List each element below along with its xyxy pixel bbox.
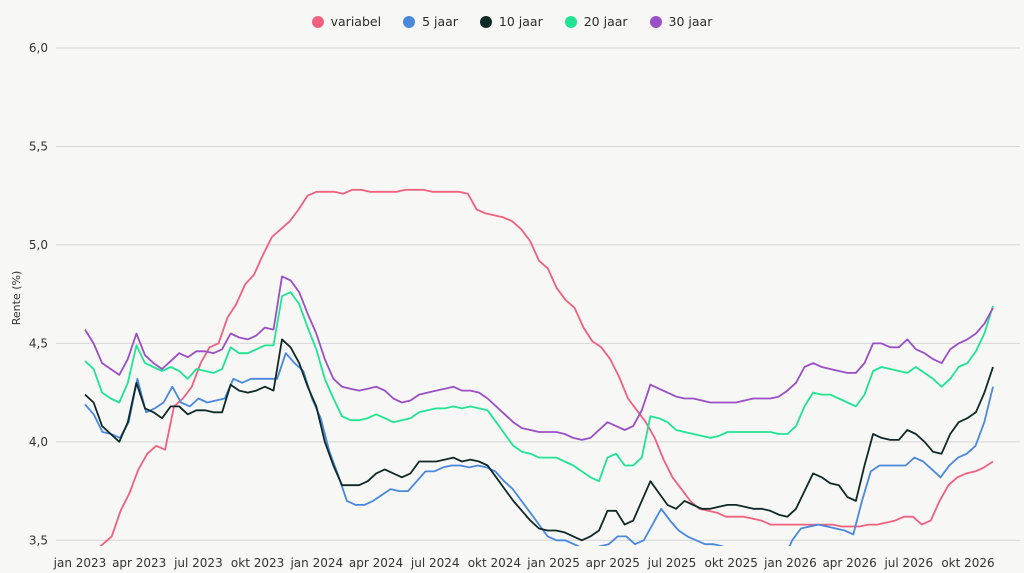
y-tick-label: 5,0 (29, 238, 48, 252)
series-line-30-jaar (84, 275, 994, 441)
legend-swatch-icon (564, 15, 577, 28)
y-tick-label: 4,5 (29, 336, 48, 350)
legend-label: 30 jaar (668, 14, 713, 29)
legend-item[interactable]: 30 jaar (649, 14, 713, 29)
x-tick-label: jul 2023 (173, 556, 223, 570)
series-line-10-jaar (84, 338, 994, 542)
x-tick-label: jul 2026 (883, 556, 933, 570)
x-tick-label: jan 2026 (763, 556, 817, 570)
x-tick-label: apr 2025 (586, 556, 640, 570)
series-line-20-jaar (84, 291, 994, 483)
x-tick-label: okt 2023 (231, 556, 284, 570)
legend-label: 10 jaar (498, 14, 543, 29)
legend-label: 5 jaar (422, 14, 458, 29)
legend-swatch-icon (649, 15, 662, 28)
x-tick-label: okt 2024 (468, 556, 521, 570)
series-line-5-jaar (84, 352, 994, 546)
x-tick-label: apr 2026 (822, 556, 876, 570)
chart-legend: variabel 5 jaar 10 jaar 20 jaar 30 jaar (0, 14, 1024, 29)
x-tick-label: jul 2024 (410, 556, 460, 570)
y-tick-label: 5,5 (29, 139, 48, 153)
x-tick-label: okt 2025 (705, 556, 758, 570)
series-line-variabel (99, 188, 994, 546)
x-tick-label: jan 2023 (53, 556, 107, 570)
x-tick-label: apr 2024 (349, 556, 403, 570)
legend-label: variabel (330, 14, 382, 29)
legend-item[interactable]: 10 jaar (479, 14, 543, 29)
x-tick-label: okt 2026 (941, 556, 994, 570)
legend-item[interactable]: variabel (311, 14, 382, 29)
y-tick-label: 3,5 (29, 533, 48, 547)
x-tick-label: jan 2024 (289, 556, 343, 570)
legend-swatch-icon (479, 15, 492, 28)
y-axis-title: Rente (%) (10, 271, 23, 326)
y-tick-label: 4,0 (29, 435, 48, 449)
x-tick-label: jul 2025 (647, 556, 697, 570)
x-tick-label: jan 2025 (526, 556, 580, 570)
x-tick-label: apr 2023 (112, 556, 166, 570)
legend-item[interactable]: 20 jaar (564, 14, 628, 29)
legend-swatch-icon (403, 15, 416, 28)
legend-item[interactable]: 5 jaar (403, 14, 458, 29)
legend-swatch-icon (311, 15, 324, 28)
legend-label: 20 jaar (583, 14, 628, 29)
y-tick-label: 6,0 (29, 41, 48, 55)
